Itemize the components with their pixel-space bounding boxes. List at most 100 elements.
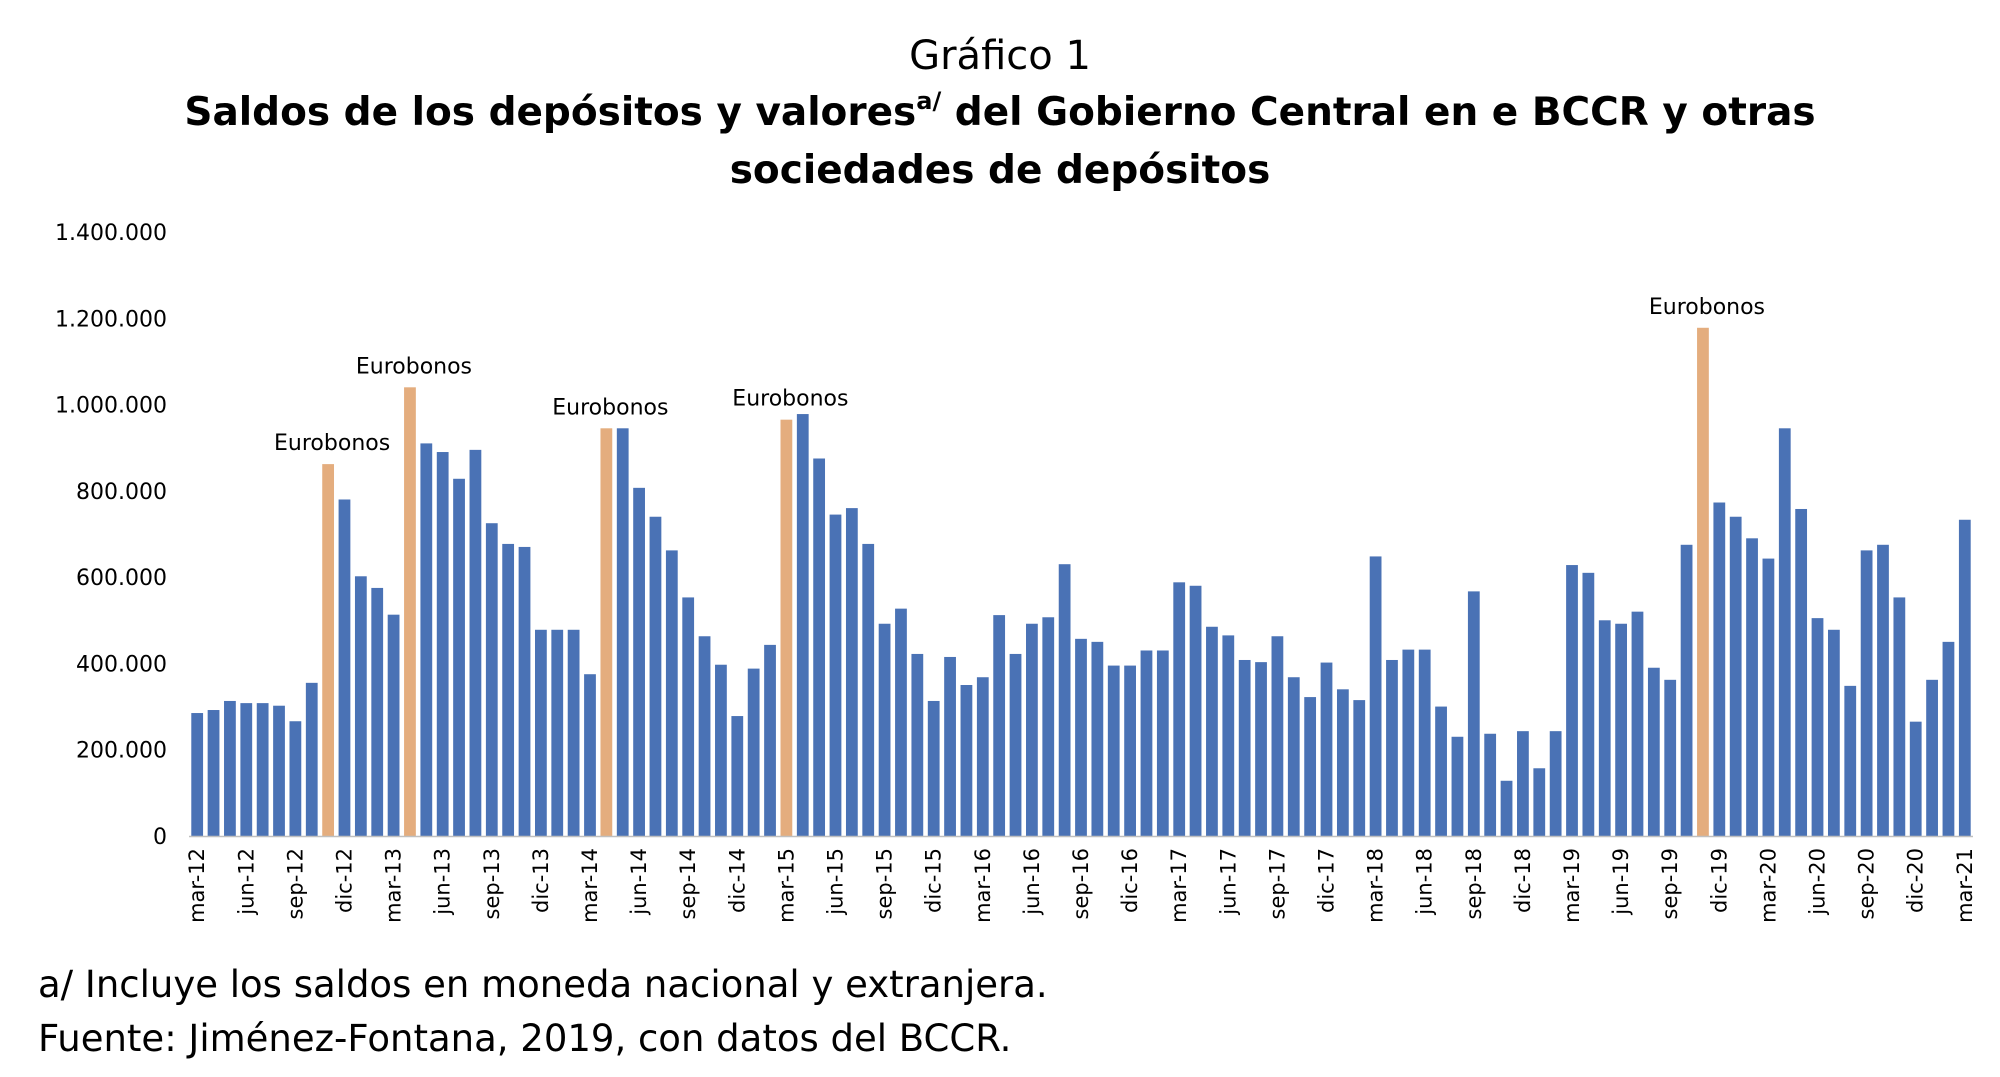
x-tick-label: jun-13 <box>431 848 455 916</box>
data-bar <box>502 543 515 836</box>
chart-title-part2: del Gobierno Central en e BCCR y otras s… <box>729 90 1816 193</box>
data-bar <box>1778 428 1791 836</box>
data-bar <box>518 546 531 836</box>
data-bar <box>715 664 727 836</box>
x-tick-label: mar-16 <box>971 848 995 923</box>
eurobonos-annotation: Eurobonos <box>1649 295 1765 320</box>
data-bar <box>1173 582 1186 836</box>
data-bar <box>1942 641 1955 836</box>
data-bar <box>1827 629 1840 836</box>
x-tick-label: jun-14 <box>627 848 651 916</box>
data-bar <box>1402 649 1415 836</box>
x-tick-label: dic-19 <box>1707 848 1731 913</box>
data-bar <box>960 685 973 836</box>
data-bar <box>1287 677 1300 836</box>
x-tick-label: mar-20 <box>1756 848 1780 923</box>
data-bar <box>191 713 204 836</box>
data-bar <box>240 703 253 836</box>
chart-header: Gráfico 1 Saldos de los depósitos y valo… <box>0 28 2000 200</box>
chart-title: Saldos de los depósitos y valoresa/ del … <box>60 84 1940 200</box>
x-tick-label: dic-15 <box>922 848 946 913</box>
data-bar <box>551 629 564 836</box>
data-bar <box>1926 679 1938 836</box>
data-bar <box>305 682 318 836</box>
data-bar <box>1091 641 1104 836</box>
data-bar <box>584 674 596 836</box>
x-tick-label: jun-19 <box>1609 848 1633 916</box>
eurobonos-bar <box>322 464 335 836</box>
data-bar <box>1615 623 1627 836</box>
x-tick-label: sep-14 <box>676 848 700 920</box>
data-bar <box>387 614 400 836</box>
y-tick-label: 800.000 <box>76 480 167 505</box>
data-bar <box>1304 697 1317 836</box>
x-tick-label: sep-15 <box>873 848 897 920</box>
data-bar <box>436 452 449 836</box>
data-bar <box>1058 564 1071 836</box>
x-tick-label: mar-14 <box>578 848 602 923</box>
data-bar <box>1795 508 1808 836</box>
eurobonos-bar <box>780 419 793 836</box>
data-bar <box>1386 659 1398 836</box>
data-bar <box>1549 731 1562 836</box>
x-tick-label: sep-13 <box>480 848 504 920</box>
data-bar <box>1811 618 1824 836</box>
data-bar <box>1009 653 1022 836</box>
x-tick-label: dic-18 <box>1511 848 1535 913</box>
x-tick-label: jun-20 <box>1806 848 1830 916</box>
eurobonos-bar <box>404 387 416 836</box>
data-bar <box>649 516 662 836</box>
eurobonos-bar <box>600 428 613 836</box>
data-bar <box>1156 650 1169 836</box>
data-bar <box>1500 780 1513 836</box>
data-bar <box>420 443 433 836</box>
data-bar <box>1484 733 1497 836</box>
y-tick-label: 600.000 <box>76 566 167 591</box>
eurobonos-annotation: Eurobonos <box>732 387 848 412</box>
data-bar <box>944 656 956 836</box>
data-bar <box>829 514 842 836</box>
source-note: Fuente: Jiménez-Fontana, 2019, con datos… <box>38 1017 1012 1060</box>
data-bar <box>1877 544 1889 836</box>
data-bar <box>1435 706 1447 836</box>
x-tick-label: jun-15 <box>824 848 848 916</box>
eurobonos-annotation: Eurobonos <box>552 395 668 420</box>
data-bar <box>1582 572 1595 836</box>
x-tick-label: dic-16 <box>1118 848 1142 913</box>
data-bar <box>371 587 384 836</box>
x-tick-label: mar-19 <box>1560 848 1584 923</box>
data-bar <box>1598 620 1611 836</box>
data-bar <box>1909 721 1922 836</box>
data-bar <box>633 487 645 836</box>
data-bar <box>1042 617 1055 836</box>
data-bar <box>976 677 989 836</box>
data-bar <box>1713 502 1726 836</box>
data-bar <box>1647 667 1660 836</box>
y-tick-label: 400.000 <box>76 652 167 677</box>
data-bar <box>731 716 744 836</box>
x-tick-label: sep-19 <box>1658 848 1682 920</box>
data-bar <box>1353 700 1366 836</box>
data-bar <box>1631 611 1644 836</box>
data-bar <box>1664 679 1677 836</box>
y-tick-label: 1.000.000 <box>55 394 167 419</box>
data-bar <box>1566 565 1578 836</box>
data-bar <box>535 629 547 836</box>
data-bar <box>1467 591 1480 836</box>
chart-notes: a/ Incluye los saldos en moneda nacional… <box>38 958 1048 1066</box>
x-tick-label: dic-20 <box>1904 848 1928 913</box>
x-tick-label: dic-13 <box>529 848 553 913</box>
x-tick-label: jun-16 <box>1020 848 1044 916</box>
data-bar <box>1107 665 1120 836</box>
data-bar <box>878 623 891 836</box>
data-bar <box>354 576 367 836</box>
data-bar <box>289 721 302 836</box>
x-tick-label: sep-17 <box>1265 848 1289 920</box>
data-bar <box>764 644 776 836</box>
data-bar <box>845 508 858 836</box>
data-bar <box>1533 768 1546 836</box>
data-bar <box>895 608 907 836</box>
data-bar <box>993 615 1006 836</box>
data-bar <box>1893 597 1906 836</box>
x-tick-label: sep-16 <box>1069 848 1093 920</box>
